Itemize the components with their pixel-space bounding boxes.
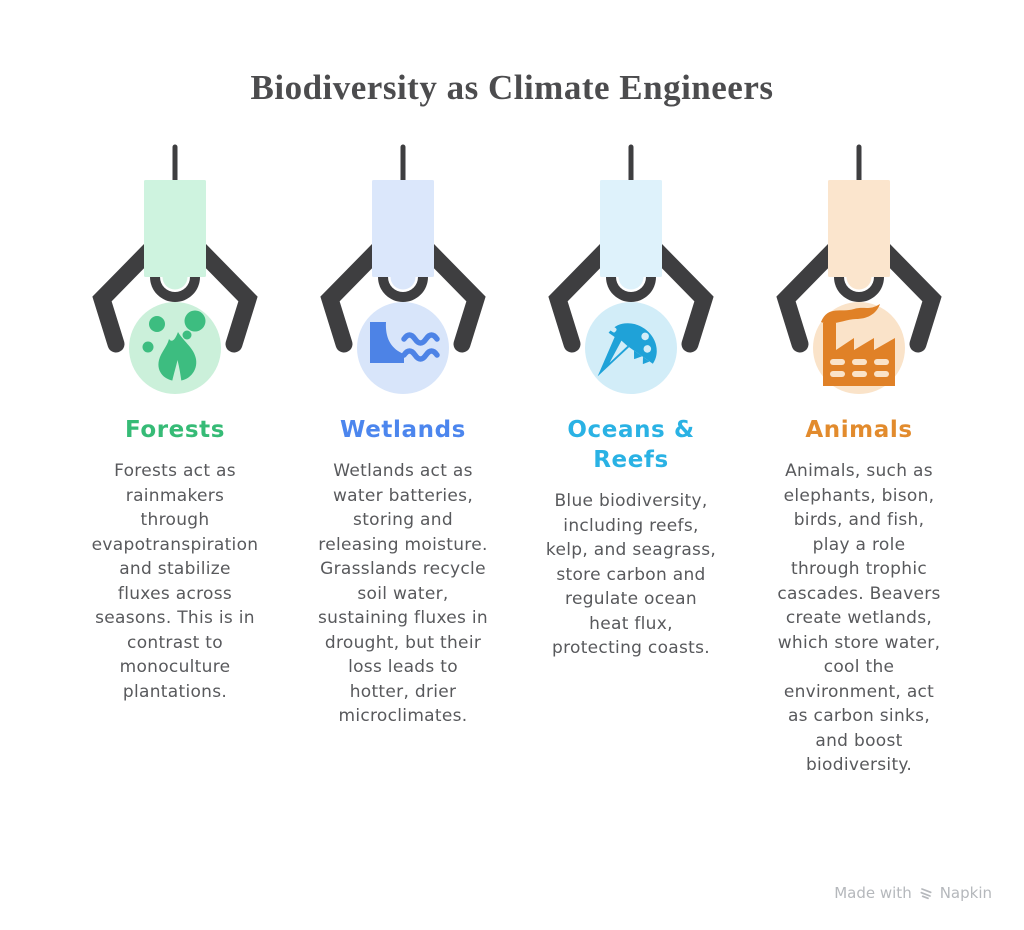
claw-arm-right [644,238,714,353]
claw-body [144,180,206,277]
claw-arm-right [188,238,258,353]
column-forests: Forests Forests act as rainmakers throug… [61,143,289,778]
column-animals: Animals Animals, such as elephants, biso… [745,143,973,778]
claw-arm-left [320,238,390,353]
columns-row: Forests Forests act as rainmakers throug… [61,143,973,778]
column-title-animals: Animals [805,417,913,443]
claw-body [372,180,434,277]
claw-arm-left [92,238,162,353]
claw-graphic [548,144,714,394]
horseshoe-crab-icon [597,316,657,377]
claw-joint-knob [162,277,188,290]
claw-joint-knob [618,277,644,290]
column-title-forests: Forests [124,417,226,443]
column-description-oceans-reefs: Blue biodiversity, including reefs, kelp… [545,491,717,658]
column-title-oceans-reefs: Oceans & Reefs [567,417,695,473]
page-title: Biodiversity as Climate Engineers [250,68,774,107]
column-title-wetlands: Wetlands [340,417,466,443]
column-description-forests: Forests act as rainmakers through evapot… [91,461,259,702]
claw-body [828,180,890,277]
claw-joint-knob [846,277,872,290]
factory-icon [821,304,895,386]
claw-joint-knob [390,277,416,290]
made-with-napkin-watermark: Made with Napkin [834,884,992,902]
dam-waves-icon [370,322,440,363]
claw-graphic [92,144,258,394]
claw-arm-right [872,238,942,353]
column-wetlands: Wetlands Wetlands act as water batteries… [289,143,517,778]
claw-body [600,180,662,277]
claw-arm-left [776,238,846,353]
watermark-text: Made with [834,884,912,902]
watermark-brand: Napkin [939,884,992,902]
claw-arm-right [416,238,486,353]
flame-icon [142,310,206,382]
claw-arm-left [548,238,618,353]
column-description-animals: Animals, such as elephants, bison, birds… [777,461,941,775]
claw-graphic [776,144,942,394]
claw-graphic [320,144,486,394]
column-description-wetlands: Wetlands act as water batteries, storing… [318,461,488,726]
column-oceans-reefs: Oceans & Reefs Blue biodiversity, includ… [517,143,745,778]
napkin-logo-icon [920,888,932,900]
